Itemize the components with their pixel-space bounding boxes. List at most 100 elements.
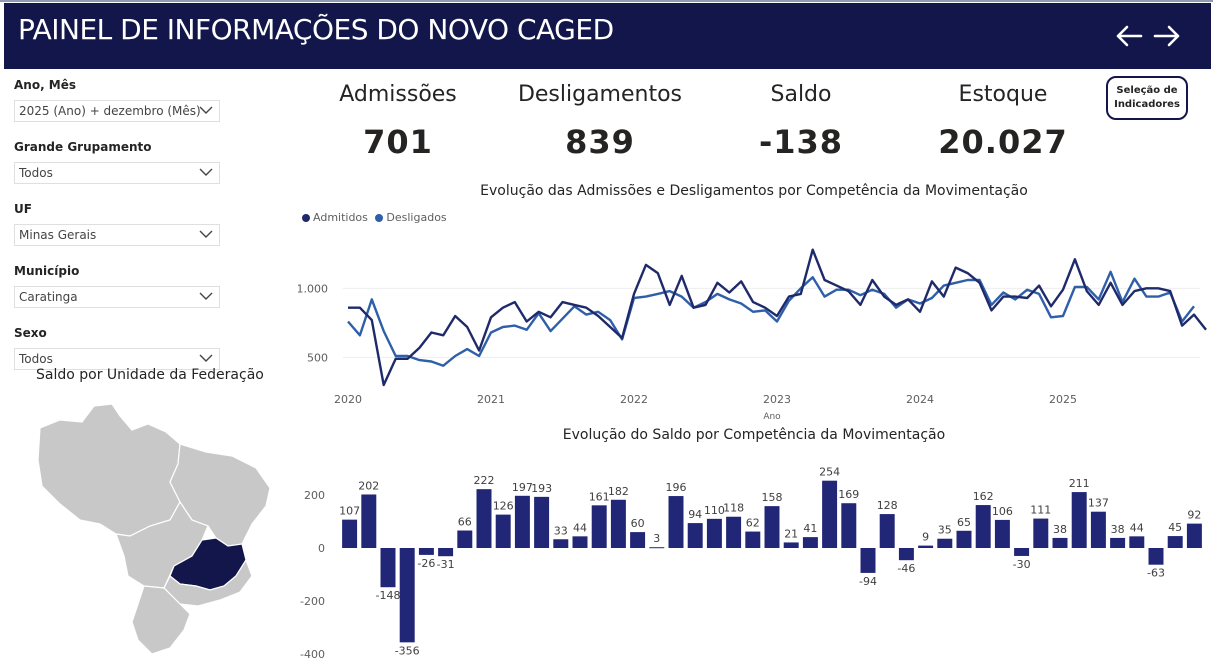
- x-tick-label: 2025: [1049, 393, 1077, 406]
- back-arrow-icon[interactable]: [1114, 21, 1144, 51]
- series-line-desligados[interactable]: [347, 270, 1195, 367]
- x-tick-label: 2020: [334, 393, 362, 406]
- series-line-admitidos[interactable]: [348, 248, 1207, 387]
- button-label-line1: Seleção de: [1116, 85, 1178, 96]
- y-tick-label: -200: [300, 595, 325, 608]
- filter-dropdown-sexo[interactable]: Todos: [14, 348, 220, 370]
- filter-dropdown-municipio[interactable]: Caratinga: [14, 286, 220, 308]
- bar[interactable]: [534, 496, 550, 548]
- filter-dropdown-grande-grupamento[interactable]: Todos: [14, 162, 220, 184]
- bar[interactable]: [438, 548, 454, 557]
- bar[interactable]: [514, 495, 530, 548]
- bar[interactable]: [1052, 537, 1068, 548]
- bar[interactable]: [399, 548, 415, 643]
- bar[interactable]: [610, 499, 626, 548]
- bar[interactable]: [1071, 492, 1087, 548]
- bar[interactable]: [937, 538, 953, 548]
- data-label: 65: [957, 516, 971, 529]
- data-label: 197: [512, 481, 533, 494]
- data-label: 44: [1130, 521, 1144, 534]
- data-label: 9: [922, 531, 929, 544]
- bar[interactable]: [745, 531, 761, 548]
- bar[interactable]: [630, 532, 646, 548]
- bar[interactable]: [1148, 548, 1164, 565]
- selecao-indicadores-button[interactable]: Seleção de Indicadores: [1106, 76, 1188, 120]
- bar[interactable]: [1033, 518, 1049, 548]
- data-label: 182: [608, 485, 629, 498]
- data-label: 3: [653, 532, 660, 545]
- bar[interactable]: [380, 548, 396, 588]
- bar[interactable]: [553, 539, 569, 548]
- bar[interactable]: [764, 506, 780, 548]
- bar[interactable]: [342, 519, 358, 548]
- line-chart-legend: Admitidos Desligados: [302, 211, 451, 224]
- y-tick-label: 0: [318, 542, 325, 555]
- data-label: 128: [877, 499, 898, 512]
- filter-municipio: Município Caratinga: [14, 264, 224, 308]
- bar[interactable]: [975, 505, 991, 548]
- data-label: 161: [589, 490, 610, 503]
- bar[interactable]: [1014, 548, 1030, 556]
- filter-label: Município: [14, 264, 80, 278]
- filter-ano-mes: Ano, Mês 2025 (Ano) + dezembro (Mês): [14, 78, 224, 122]
- filter-dropdown-uf[interactable]: Minas Gerais: [14, 224, 220, 246]
- top-border: [0, 0, 1213, 2]
- chevron-down-icon: [199, 230, 213, 238]
- kpi-desligamentos: Desligamentos 839: [500, 82, 700, 161]
- bar[interactable]: [572, 536, 588, 548]
- bar[interactable]: [706, 518, 722, 548]
- line-chart-title: Evolução das Admissões e Desligamentos p…: [480, 183, 1028, 199]
- bar[interactable]: [668, 496, 684, 548]
- data-label: 92: [1187, 509, 1201, 522]
- data-label: 66: [458, 516, 472, 529]
- bar[interactable]: [879, 514, 895, 548]
- map-region-south[interactable]: [131, 585, 191, 655]
- bar[interactable]: [1129, 536, 1145, 548]
- bar[interactable]: [802, 537, 818, 548]
- data-label: 211: [1069, 477, 1090, 490]
- legend-item-desligados[interactable]: Desligados: [375, 211, 447, 224]
- bar[interactable]: [956, 530, 972, 548]
- bar[interactable]: [1167, 536, 1183, 548]
- filter-dropdown-ano-mes[interactable]: 2025 (Ano) + dezembro (Mês): [14, 100, 220, 122]
- x-tick-label: 2024: [906, 393, 934, 406]
- legend-label: Admitidos: [313, 211, 368, 224]
- bar[interactable]: [1186, 523, 1202, 548]
- bar[interactable]: [898, 548, 914, 561]
- data-label: 33: [554, 524, 568, 537]
- bar[interactable]: [1110, 537, 1126, 548]
- data-label: -46: [897, 562, 915, 575]
- data-label: 44: [573, 521, 587, 534]
- bar[interactable]: [418, 548, 434, 555]
- brazil-map[interactable]: [20, 400, 280, 658]
- legend-dot-icon: [375, 214, 384, 222]
- map-region-north[interactable]: [37, 403, 181, 537]
- data-label: 60: [631, 517, 645, 530]
- page-header: PAINEL DE INFORMAÇÕES DO NOVO CAGED: [4, 3, 1211, 69]
- bar[interactable]: [841, 503, 857, 548]
- bar[interactable]: [687, 523, 703, 548]
- bar[interactable]: [860, 548, 876, 573]
- bar[interactable]: [726, 516, 742, 548]
- data-label: 118: [723, 502, 744, 515]
- bar[interactable]: [918, 545, 934, 548]
- data-label: 62: [746, 517, 760, 530]
- bar[interactable]: [649, 547, 665, 549]
- kpi-estoque: Estoque 20.027: [903, 82, 1103, 161]
- bar[interactable]: [783, 542, 799, 548]
- bar[interactable]: [1090, 511, 1106, 548]
- map-region-southeast-other[interactable]: [163, 558, 253, 607]
- filter-label: Grande Grupamento: [14, 140, 152, 154]
- bar[interactable]: [591, 505, 607, 548]
- bar[interactable]: [994, 519, 1010, 548]
- legend-item-admitidos[interactable]: Admitidos: [302, 211, 368, 224]
- bar[interactable]: [822, 480, 838, 548]
- bar[interactable]: [457, 530, 473, 548]
- bar[interactable]: [476, 489, 492, 548]
- bar[interactable]: [361, 494, 377, 548]
- data-label: -31: [437, 558, 455, 571]
- data-label: 126: [493, 500, 514, 513]
- forward-arrow-icon[interactable]: [1152, 21, 1182, 51]
- bar[interactable]: [495, 514, 511, 548]
- data-label: 254: [819, 466, 840, 479]
